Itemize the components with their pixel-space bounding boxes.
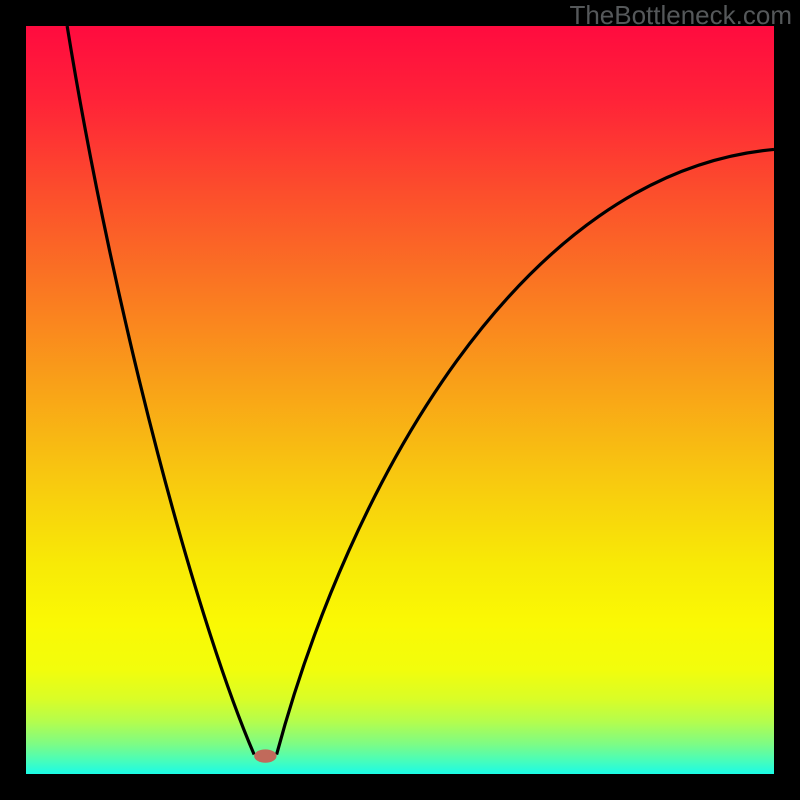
plot-area	[26, 26, 774, 774]
curve-left-branch	[67, 26, 254, 755]
watermark-text: TheBottleneck.com	[569, 0, 792, 31]
curve-right-branch	[277, 149, 774, 754]
minimum-marker	[254, 749, 276, 762]
chart-svg	[26, 26, 774, 774]
